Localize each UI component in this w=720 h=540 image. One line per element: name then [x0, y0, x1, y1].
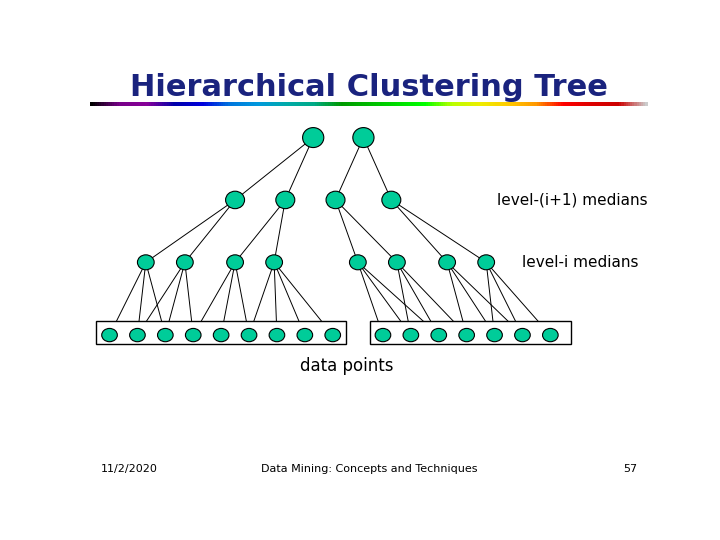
- Ellipse shape: [186, 328, 201, 342]
- Ellipse shape: [266, 255, 282, 270]
- Ellipse shape: [176, 255, 193, 270]
- Ellipse shape: [102, 328, 117, 342]
- Ellipse shape: [297, 328, 312, 342]
- Ellipse shape: [241, 328, 257, 342]
- Ellipse shape: [431, 328, 446, 342]
- Text: Data Mining: Concepts and Techniques: Data Mining: Concepts and Techniques: [261, 464, 477, 474]
- Ellipse shape: [276, 191, 294, 208]
- Ellipse shape: [225, 191, 245, 208]
- Bar: [96, 321, 346, 344]
- Ellipse shape: [382, 191, 401, 208]
- Ellipse shape: [459, 328, 474, 342]
- Ellipse shape: [130, 328, 145, 342]
- Text: 57: 57: [623, 464, 637, 474]
- Ellipse shape: [326, 191, 345, 208]
- Ellipse shape: [138, 255, 154, 270]
- Ellipse shape: [302, 127, 324, 147]
- Text: 11/2/2020: 11/2/2020: [101, 464, 158, 474]
- Ellipse shape: [438, 255, 456, 270]
- Ellipse shape: [515, 328, 530, 342]
- Ellipse shape: [325, 328, 341, 342]
- Text: data points: data points: [300, 357, 393, 375]
- Ellipse shape: [403, 328, 418, 342]
- Ellipse shape: [349, 255, 366, 270]
- Ellipse shape: [227, 255, 243, 270]
- Ellipse shape: [478, 255, 495, 270]
- Text: Hierarchical Clustering Tree: Hierarchical Clustering Tree: [130, 73, 608, 102]
- Text: level-(i+1) medians: level-(i+1) medians: [498, 192, 648, 207]
- Ellipse shape: [543, 328, 558, 342]
- Bar: [370, 321, 571, 344]
- Ellipse shape: [269, 328, 284, 342]
- Ellipse shape: [487, 328, 503, 342]
- Ellipse shape: [213, 328, 229, 342]
- Ellipse shape: [353, 127, 374, 147]
- Ellipse shape: [389, 255, 405, 270]
- Text: level-i medians: level-i medians: [523, 255, 639, 270]
- Ellipse shape: [375, 328, 391, 342]
- Ellipse shape: [158, 328, 173, 342]
